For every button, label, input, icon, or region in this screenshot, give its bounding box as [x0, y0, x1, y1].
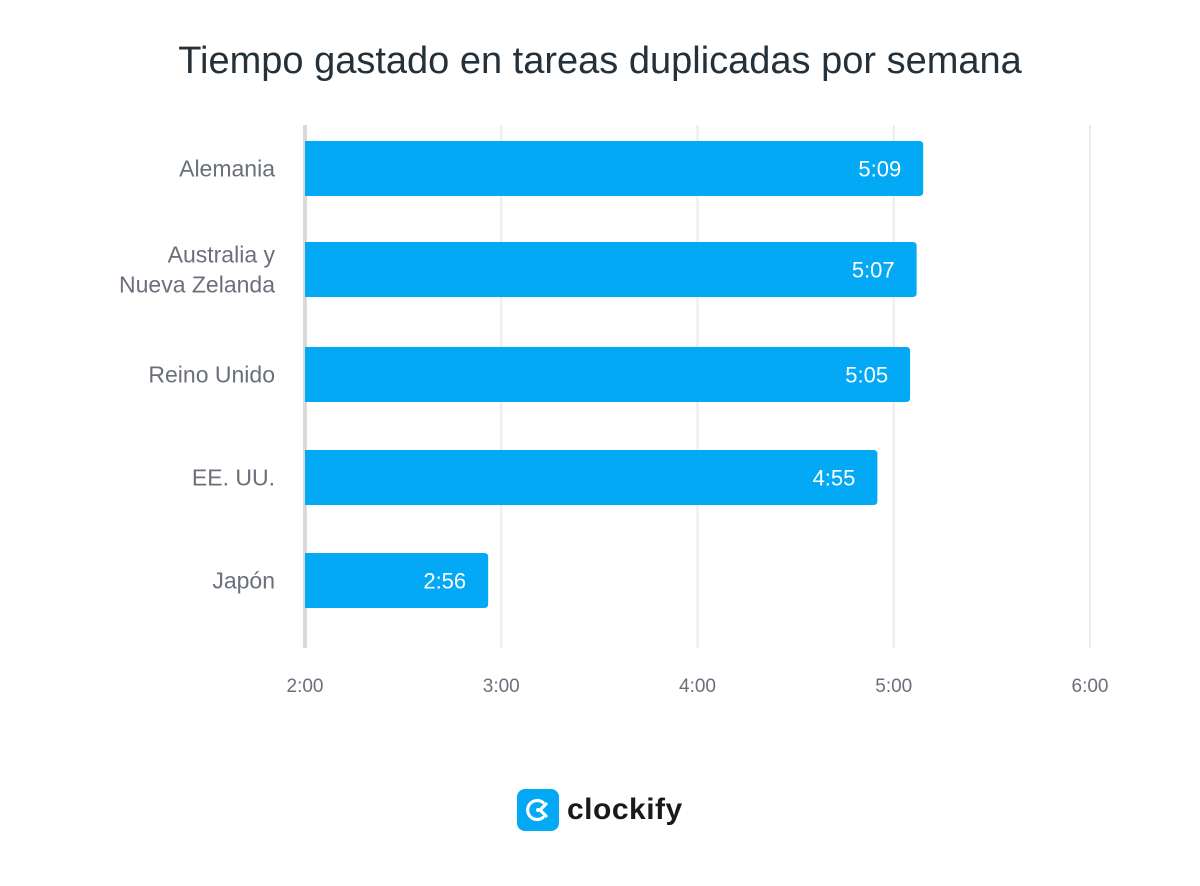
category-label: Japón	[212, 568, 275, 594]
category-label: Australia y Nueva Zelanda	[119, 242, 275, 298]
clockify-logo: clockify	[517, 789, 683, 831]
category-label: EE. UU.	[192, 465, 275, 491]
x-tick-label: 5:00	[875, 676, 912, 697]
bar	[305, 450, 878, 505]
clockify-icon	[517, 789, 559, 831]
x-tick-label: 6:00	[1072, 676, 1109, 697]
category-label: Reino Unido	[148, 362, 275, 388]
data-label: 5:09	[858, 157, 901, 182]
x-tick-label: 3:00	[483, 676, 520, 697]
data-label: 4:55	[813, 466, 856, 491]
category-label: Alemania	[179, 156, 275, 182]
data-label: 5:05	[845, 363, 888, 388]
bar	[305, 347, 911, 402]
data-label: 2:56	[423, 569, 466, 594]
x-tick-label: 2:00	[287, 676, 324, 697]
bar	[305, 141, 924, 196]
brand-name: clockify	[567, 793, 683, 826]
data-label: 5:07	[852, 258, 895, 283]
bar	[305, 242, 917, 297]
chart-title: Tiempo gastado en tareas duplicadas por …	[178, 40, 1022, 82]
bar	[305, 553, 489, 608]
x-tick-label: 4:00	[679, 676, 716, 697]
bar-chart: 2:00 3:00 4:00 5:00 6:00 5:09 Alemania 5:07 Aust…	[119, 125, 1109, 697]
